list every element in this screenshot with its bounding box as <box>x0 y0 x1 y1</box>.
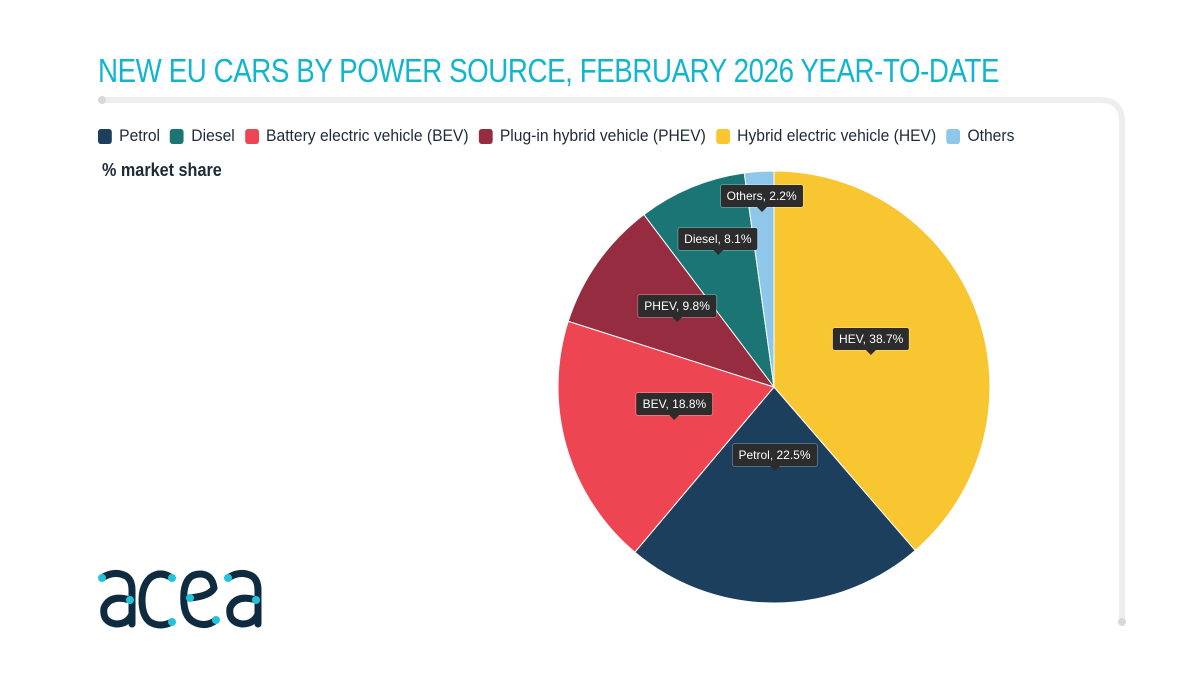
pie-slice[interactable] <box>743 170 775 388</box>
data-label: HEV, 38.7% <box>833 327 910 355</box>
data-label: Diesel, 8.1% <box>678 228 758 256</box>
pie-slice[interactable] <box>643 172 775 389</box>
data-label: Petrol, 22.5% <box>732 443 817 471</box>
legend-label: Hybrid electric vehicle (HEV) <box>737 126 937 145</box>
legend-item[interactable]: Plug-in hybrid vehicle (PHEV) <box>478 126 706 146</box>
data-label: BEV, 18.8% <box>636 392 713 420</box>
legend-item[interactable]: Petrol <box>98 126 160 146</box>
chart-title: NEW EU CARS BY POWER SOURCE, FEBRUARY 20… <box>98 52 1000 89</box>
legend-item[interactable]: Hybrid electric vehicle (HEV) <box>715 126 937 146</box>
chart-subtitle: % market share <box>102 160 222 180</box>
pie-slice[interactable] <box>773 170 991 552</box>
pie-slice[interactable] <box>634 386 916 604</box>
legend-item[interactable]: Diesel <box>170 126 235 146</box>
legend-swatch <box>946 128 961 144</box>
legend: Petrol Diesel Battery electric vehicle (BE… <box>98 126 1014 146</box>
legend-swatch <box>244 128 259 144</box>
legend-swatch <box>715 128 730 144</box>
legend-label: Plug-in hybrid vehicle (PHEV) <box>499 126 706 145</box>
legend-label: Diesel <box>191 126 235 145</box>
legend-item[interactable]: Others <box>946 126 1014 146</box>
acea-logo <box>98 569 262 629</box>
legend-swatch <box>98 128 112 144</box>
legend-swatch <box>170 128 184 144</box>
legend-label: Others <box>967 126 1015 145</box>
legend-swatch <box>478 128 493 144</box>
legend-label: Battery electric vehicle (BEV) <box>266 126 469 145</box>
data-label: PHEV, 9.8% <box>638 295 716 323</box>
legend-label: Petrol <box>119 126 161 145</box>
data-label: Others, 2.2% <box>720 185 803 213</box>
pie-slice[interactable] <box>557 320 775 553</box>
legend-item[interactable]: Battery electric vehicle (BEV) <box>244 126 469 146</box>
